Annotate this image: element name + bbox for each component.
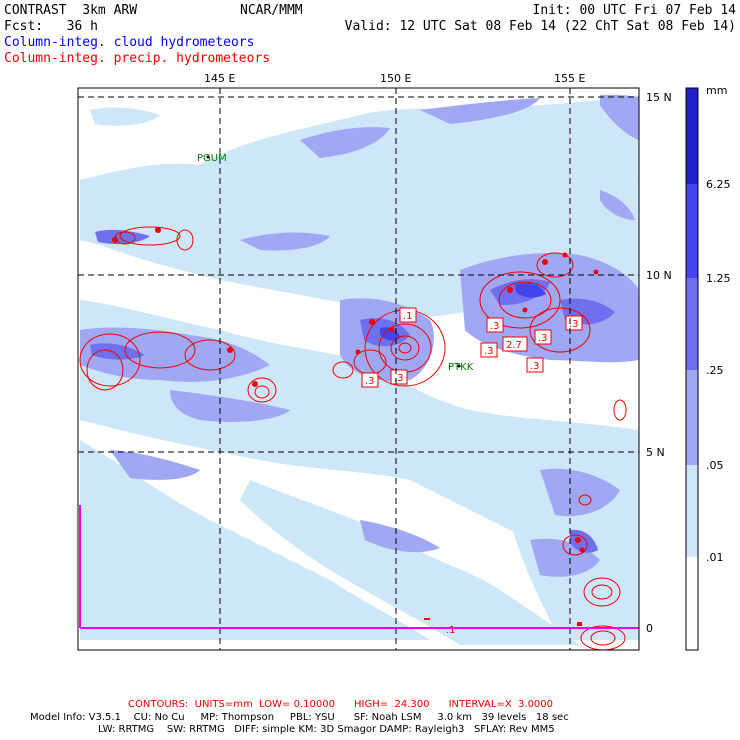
contour-label: .3 bbox=[490, 321, 500, 332]
contour-label: .3 bbox=[530, 361, 540, 372]
domain-boundary bbox=[79, 505, 639, 629]
model-title: CONTRAST 3km ARW bbox=[4, 3, 138, 18]
grid-lines bbox=[78, 88, 639, 650]
valid-time: Valid: 12 UTC Sat 08 Feb 14 (22 ChT Sat … bbox=[344, 19, 736, 34]
lon-label-145: 145 E bbox=[204, 72, 235, 85]
contour-label: .3 bbox=[394, 373, 404, 384]
contour-info: CONTOURS: UNITS=mm LOW= 0.10000 HIGH= 24… bbox=[128, 699, 554, 710]
station-label-pgum: PGUM bbox=[197, 153, 227, 164]
colorbar-unit: mm bbox=[706, 84, 727, 97]
colorbar-level-.25: .25 bbox=[706, 364, 724, 377]
lat-label-5n: 5 N bbox=[646, 446, 665, 459]
contour-label: .3 bbox=[569, 319, 579, 330]
station-marker bbox=[457, 364, 461, 368]
station-marker bbox=[206, 155, 210, 159]
colorbar-level-.05: .05 bbox=[706, 459, 724, 472]
field-precip-label: Column-integ. precip. hydrometeors bbox=[4, 51, 271, 66]
contour-label: .3 bbox=[365, 376, 375, 387]
colorbar-level-1.25: 1.25 bbox=[706, 272, 731, 285]
field-cloud-label: Column-integ. cloud hydrometeors bbox=[4, 35, 255, 50]
center-label: NCAR/MMM bbox=[240, 3, 303, 18]
lon-label-155: 155 E bbox=[554, 72, 585, 85]
contour-label: .3 bbox=[484, 346, 494, 357]
color-bar bbox=[685, 87, 699, 651]
station-label-ptkk: PTKK bbox=[448, 362, 474, 373]
contour-label: 2.7 bbox=[506, 340, 522, 351]
contour-label: .3 bbox=[538, 333, 548, 344]
lat-label-15n: 15 N bbox=[646, 91, 672, 104]
lon-label-150: 150 E bbox=[380, 72, 411, 85]
map-frame bbox=[77, 87, 640, 651]
contour-label: .1 bbox=[446, 625, 456, 636]
model-info-line2: LW: RRTMG SW: RRTMG DIFF: simple KM: 3D … bbox=[98, 724, 555, 735]
lat-label-10n: 10 N bbox=[646, 269, 672, 282]
init-time: Init: 00 UTC Fri 07 Feb 14 bbox=[532, 3, 737, 18]
colorbar-level-6.25: 6.25 bbox=[706, 178, 731, 191]
forecast-hour: Fcst: 36 h bbox=[4, 19, 98, 34]
model-info-line1: Model Info: V3.5.1 CU: No Cu MP: Thompso… bbox=[30, 712, 569, 723]
colorbar-level-.01: .01 bbox=[706, 551, 724, 564]
contour-label: .1 bbox=[403, 311, 413, 322]
lat-label-0: 0 bbox=[646, 622, 653, 635]
